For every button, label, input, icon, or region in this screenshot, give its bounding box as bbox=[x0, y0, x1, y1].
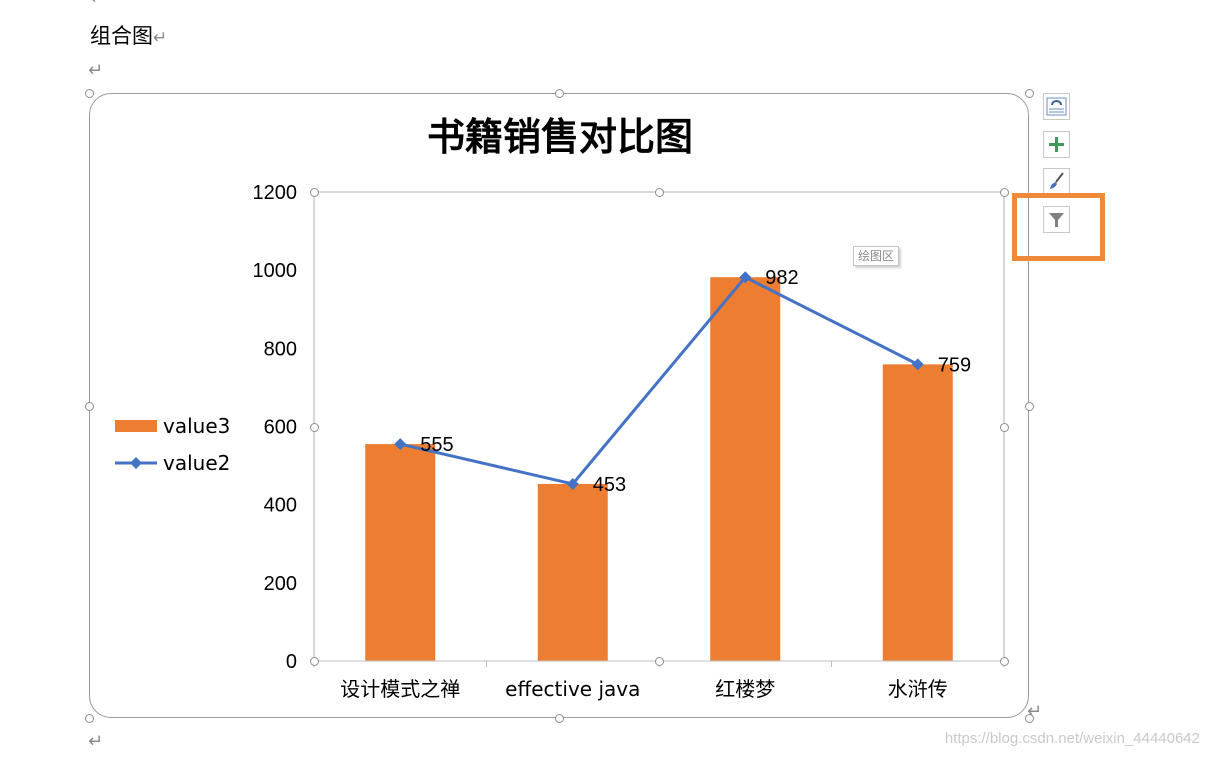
resize-handle[interactable] bbox=[84, 401, 94, 411]
line-value2[interactable] bbox=[399, 275, 919, 486]
paragraph-mark-empty: ↵ bbox=[88, 60, 104, 81]
brush-icon bbox=[1050, 172, 1064, 189]
layout-options-button[interactable] bbox=[1043, 93, 1070, 120]
x-category-label: 红楼梦 bbox=[715, 677, 775, 701]
y-tick-label: 600 bbox=[264, 417, 297, 439]
legend-line-swatch bbox=[115, 457, 157, 469]
chart-filters-button[interactable] bbox=[1043, 206, 1070, 233]
line-marker-3[interactable] bbox=[739, 271, 752, 284]
data-label-4: 759 bbox=[938, 354, 971, 376]
resize-handle[interactable] bbox=[999, 656, 1009, 666]
resize-handle[interactable] bbox=[1024, 713, 1034, 723]
filter-icon bbox=[1049, 213, 1064, 227]
bar-2[interactable] bbox=[537, 483, 608, 661]
paragraph-mark: ↵ bbox=[153, 28, 168, 48]
legend-bar-swatch bbox=[115, 420, 157, 432]
layout-options-icon bbox=[1046, 97, 1067, 116]
document-heading-text: 组合图 bbox=[90, 24, 153, 48]
plus-icon bbox=[1049, 137, 1064, 152]
resize-handle[interactable] bbox=[1024, 88, 1034, 98]
data-label-3: 982 bbox=[765, 267, 798, 289]
data-label-2: 453 bbox=[593, 474, 626, 496]
resize-handle[interactable] bbox=[999, 187, 1009, 197]
y-tick-label: 200 bbox=[264, 573, 297, 595]
resize-handle[interactable] bbox=[84, 713, 94, 723]
x-category-label: 水浒传 bbox=[888, 677, 948, 701]
paragraph-mark-bottom: ↵ bbox=[88, 731, 104, 752]
legend-item-value2[interactable]: value2 bbox=[113, 451, 230, 480]
line-marker-4[interactable] bbox=[911, 358, 924, 371]
resize-handle[interactable] bbox=[84, 88, 94, 98]
y-tick-label: 0 bbox=[286, 651, 297, 673]
resize-handle[interactable] bbox=[999, 422, 1009, 432]
x-category-label: 设计模式之禅 bbox=[340, 677, 460, 701]
data-labels: 555 453 982 759 bbox=[420, 267, 971, 496]
y-tick-label: 1200 bbox=[253, 182, 298, 204]
y-tick-label: 800 bbox=[264, 338, 297, 360]
paragraph-mark-after-chart: ↵ bbox=[1027, 701, 1043, 722]
plot-area-tooltip: 绘图区 bbox=[853, 246, 900, 266]
y-tick-labels: 0 200 400 600 800 1000 1200 bbox=[253, 182, 298, 673]
chart-title[interactable]: 书籍销售对比图 bbox=[426, 115, 693, 159]
line-marker-2[interactable] bbox=[566, 477, 579, 490]
resize-handle[interactable] bbox=[654, 187, 664, 197]
line-marker-1[interactable] bbox=[394, 438, 407, 451]
x-category-label: effective java bbox=[505, 677, 640, 701]
chart-elements-button[interactable] bbox=[1043, 131, 1070, 158]
y-tick-label: 1000 bbox=[253, 260, 298, 282]
x-category-labels: 设计模式之禅 effective java 红楼梦 水浒传 bbox=[340, 677, 948, 701]
line-series-value2 bbox=[394, 271, 924, 490]
bar-4[interactable] bbox=[882, 364, 953, 661]
resize-handle[interactable] bbox=[554, 713, 564, 723]
resize-handle[interactable] bbox=[654, 656, 664, 666]
paragraph-mark-top: ↵ bbox=[90, 0, 105, 8]
resize-handle[interactable] bbox=[309, 187, 319, 197]
legend-label-value3: value3 bbox=[163, 414, 231, 438]
y-tick-label: 400 bbox=[264, 495, 297, 517]
resize-handle[interactable] bbox=[309, 656, 319, 666]
resize-handle[interactable] bbox=[1024, 401, 1034, 411]
resize-handle[interactable] bbox=[554, 88, 564, 98]
bar-series-value3 bbox=[365, 277, 953, 661]
document-heading: 组合图↵ bbox=[90, 22, 167, 52]
resize-handle[interactable] bbox=[309, 422, 319, 432]
filter-highlight-box bbox=[1012, 193, 1105, 261]
watermark: https://blog.csdn.net/weixin_44440642 bbox=[944, 730, 1200, 747]
bar-3[interactable] bbox=[710, 277, 781, 661]
bar-1[interactable] bbox=[365, 444, 436, 661]
chart-styles-button[interactable] bbox=[1043, 168, 1070, 195]
legend-label-value2: value2 bbox=[163, 451, 231, 475]
data-label-1: 555 bbox=[420, 434, 453, 456]
legend-item-value3[interactable]: value3 bbox=[113, 414, 230, 443]
